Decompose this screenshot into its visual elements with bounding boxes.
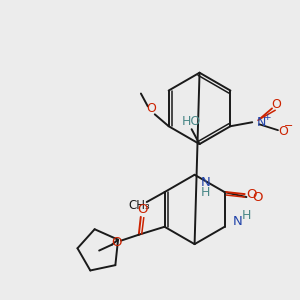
- Text: +: +: [263, 113, 271, 122]
- Text: −: −: [284, 121, 294, 131]
- Text: H: H: [200, 186, 210, 199]
- Text: O: O: [246, 188, 257, 201]
- Text: O: O: [137, 203, 148, 216]
- Text: N: N: [232, 215, 242, 228]
- Text: N: N: [257, 116, 267, 129]
- Text: O: O: [146, 102, 156, 115]
- Text: CH₃: CH₃: [128, 200, 150, 212]
- Text: O: O: [278, 125, 288, 138]
- Text: O: O: [252, 190, 263, 204]
- Text: HO: HO: [182, 115, 201, 128]
- Text: N: N: [200, 176, 210, 189]
- Text: O: O: [271, 98, 281, 111]
- Text: O: O: [111, 236, 121, 249]
- Text: H: H: [242, 209, 251, 222]
